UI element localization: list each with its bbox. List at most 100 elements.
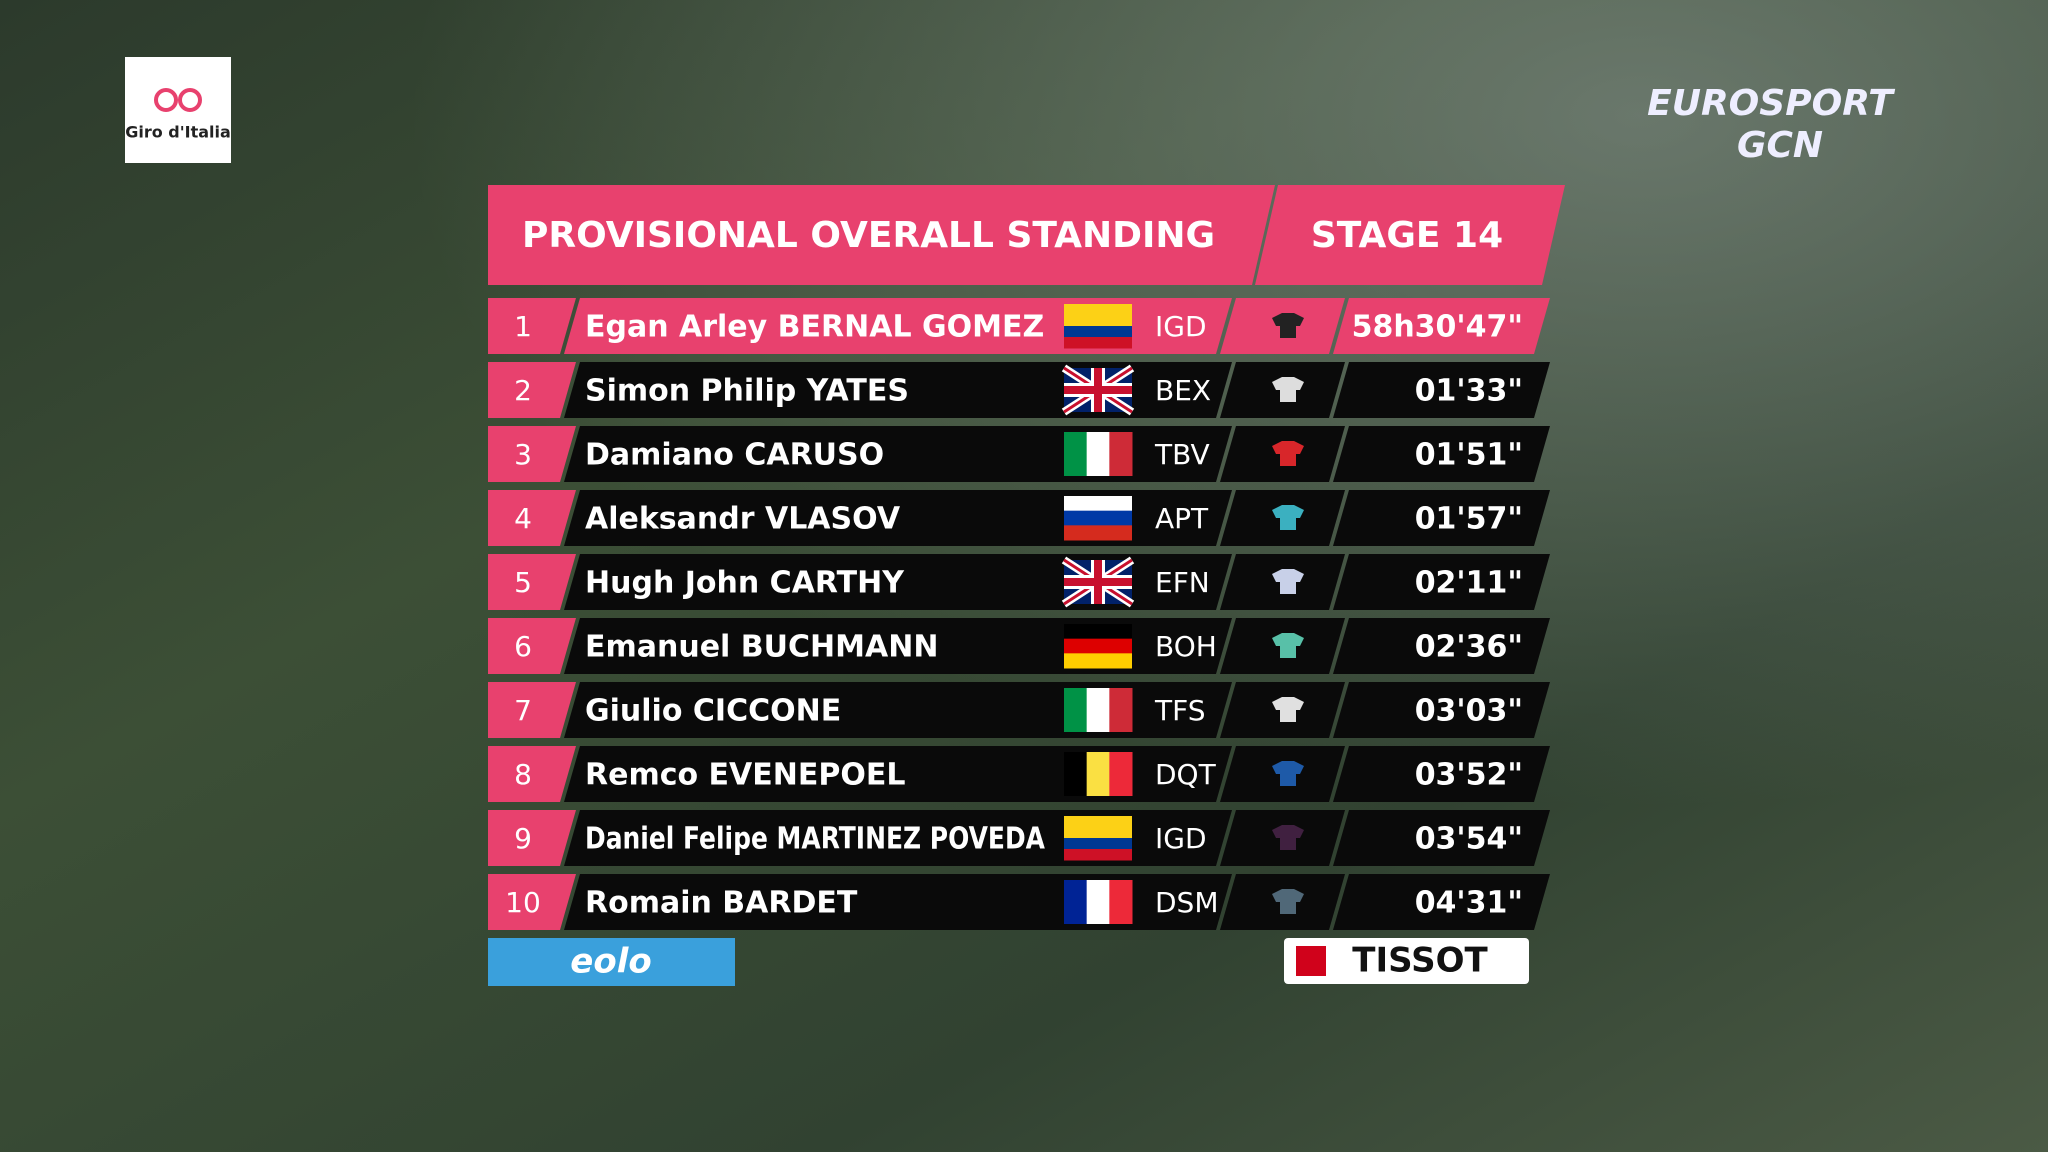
flag bbox=[1064, 827, 1132, 839]
flag bbox=[1086, 688, 1110, 732]
rank: 4 bbox=[514, 502, 532, 535]
flag bbox=[1064, 624, 1132, 640]
gap-time: 02'11" bbox=[1415, 566, 1523, 601]
team-code: BEX bbox=[1155, 374, 1211, 407]
rider-name: Remco EVENEPOEL bbox=[585, 758, 905, 793]
gap-time: 02'36" bbox=[1415, 630, 1523, 665]
jersey-icon bbox=[1272, 697, 1304, 722]
flag bbox=[1064, 838, 1132, 850]
team-code: DQT bbox=[1155, 758, 1217, 791]
flag bbox=[1064, 315, 1132, 327]
sponsor-logo: eolo bbox=[570, 942, 651, 982]
stage-label: STAGE 14 bbox=[1311, 215, 1503, 256]
channel-logo: EUROSPORT bbox=[1647, 83, 1895, 124]
jersey-icon bbox=[1272, 441, 1304, 466]
team-code: BOH bbox=[1155, 630, 1217, 663]
team-code: TBV bbox=[1154, 438, 1210, 471]
flag bbox=[1064, 578, 1132, 586]
sponsor-box bbox=[1284, 938, 1529, 984]
flag bbox=[1064, 304, 1132, 316]
flag bbox=[1109, 752, 1133, 796]
rider-name: Hugh John CARTHY bbox=[585, 566, 905, 601]
team-code: IGD bbox=[1155, 310, 1207, 343]
time-cell bbox=[1333, 426, 1550, 482]
event-logo-box bbox=[125, 57, 231, 163]
channel-logo: GCN bbox=[1737, 125, 1823, 166]
team-code: TFS bbox=[1154, 694, 1206, 727]
jersey-icon bbox=[1272, 633, 1304, 658]
rank-cell bbox=[488, 426, 576, 482]
header-bar bbox=[488, 185, 1275, 285]
flag bbox=[1064, 337, 1132, 349]
logo-wheel bbox=[154, 88, 178, 112]
rank-cell bbox=[488, 682, 576, 738]
team-code: DSM bbox=[1155, 886, 1219, 919]
rank-cell bbox=[488, 874, 576, 930]
rider-name: Egan Arley BERNAL GOMEZ bbox=[585, 310, 1044, 345]
logo-wheel bbox=[178, 88, 202, 112]
flag bbox=[1064, 752, 1088, 796]
flag bbox=[1064, 496, 1132, 512]
time-cell bbox=[1333, 682, 1550, 738]
rank: 6 bbox=[514, 630, 532, 663]
flag bbox=[1064, 510, 1132, 526]
time-cell bbox=[1333, 298, 1550, 354]
gap-time: 04'31" bbox=[1415, 886, 1523, 921]
rank: 7 bbox=[514, 694, 532, 727]
gap-time: 01'57" bbox=[1415, 502, 1523, 537]
rank-cell bbox=[488, 298, 576, 354]
flag bbox=[1109, 432, 1133, 476]
rank: 2 bbox=[514, 374, 532, 407]
flag bbox=[1064, 326, 1132, 338]
rider-name: Romain BARDET bbox=[585, 886, 858, 921]
sponsor-box bbox=[488, 938, 735, 986]
rank: 8 bbox=[514, 758, 532, 791]
gap-time: 58h30'47" bbox=[1352, 310, 1523, 345]
rider-name: Damiano CARUSO bbox=[585, 438, 884, 473]
rank-cell bbox=[488, 362, 576, 418]
team-code: APT bbox=[1155, 502, 1209, 535]
rider-name: Aleksandr VLASOV bbox=[585, 502, 901, 537]
time-cell bbox=[1333, 490, 1550, 546]
rank: 1 bbox=[514, 310, 532, 343]
sponsor-logo: TISSOT bbox=[1352, 941, 1488, 981]
flag bbox=[1086, 432, 1110, 476]
flag bbox=[1064, 688, 1088, 732]
flag bbox=[1064, 653, 1132, 669]
event-logo: Giro d'Italia bbox=[125, 123, 231, 142]
gap-time: 03'52" bbox=[1415, 758, 1523, 793]
team-code: EFN bbox=[1155, 566, 1210, 599]
rider-name: Giulio CICCONE bbox=[585, 694, 841, 729]
header-title: PROVISIONAL OVERALL STANDING bbox=[522, 215, 1215, 256]
rank-cell bbox=[488, 554, 576, 610]
rank-cell bbox=[488, 618, 576, 674]
rank: 10 bbox=[505, 886, 541, 919]
flag bbox=[1086, 752, 1110, 796]
jersey-icon bbox=[1272, 313, 1304, 338]
flag bbox=[1109, 880, 1133, 924]
rank: 9 bbox=[514, 822, 532, 855]
rank-cell bbox=[488, 810, 576, 866]
rank: 5 bbox=[514, 566, 532, 599]
rank: 3 bbox=[514, 438, 532, 471]
gap-time: 03'03" bbox=[1415, 694, 1523, 729]
team-code: IGD bbox=[1155, 822, 1207, 855]
jersey-icon bbox=[1272, 825, 1304, 850]
rider-name: Daniel Felipe MARTINEZ POVEDA bbox=[585, 822, 1046, 857]
rank-cell bbox=[488, 490, 576, 546]
flag bbox=[1064, 816, 1132, 828]
flag bbox=[1086, 880, 1110, 924]
time-cell bbox=[1333, 362, 1550, 418]
rank-cell bbox=[488, 746, 576, 802]
gap-time: 01'33" bbox=[1415, 374, 1523, 409]
rider-name: Simon Philip YATES bbox=[585, 374, 909, 409]
flag bbox=[1064, 432, 1088, 476]
flag bbox=[1109, 688, 1133, 732]
jersey-icon bbox=[1272, 505, 1304, 530]
flag bbox=[1064, 525, 1132, 541]
time-cell bbox=[1333, 618, 1550, 674]
jersey-icon bbox=[1272, 761, 1304, 786]
gap-time: 03'54" bbox=[1415, 822, 1523, 857]
jersey-icon bbox=[1272, 377, 1304, 402]
stage-bar bbox=[1255, 185, 1565, 285]
